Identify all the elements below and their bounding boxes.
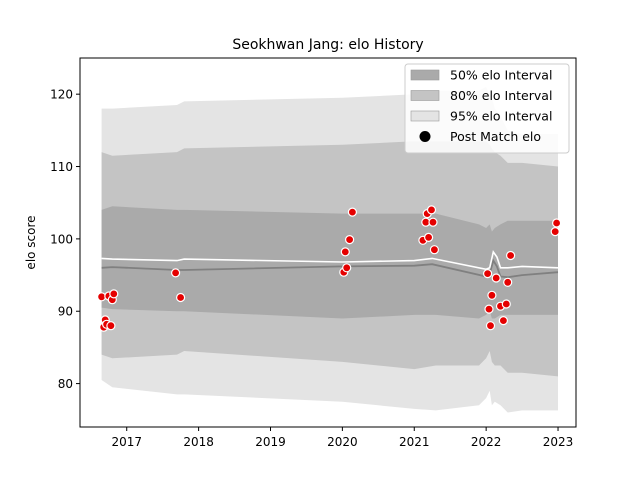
y-tick-label: 80 bbox=[58, 377, 73, 391]
post-match-elo-point bbox=[503, 277, 513, 287]
legend-swatch-50-elo-interval bbox=[410, 69, 440, 81]
legend-label-80-elo-interval: 80% elo Interval bbox=[450, 88, 552, 103]
post-match-elo-point bbox=[551, 218, 562, 228]
post-match-elo-point bbox=[345, 235, 355, 245]
post-match-elo-point bbox=[347, 207, 357, 217]
post-match-elo-point bbox=[426, 205, 437, 215]
post-match-elo-point bbox=[483, 269, 493, 279]
x-tick-label: 2023 bbox=[543, 435, 574, 449]
x-tick-label: 2022 bbox=[471, 435, 502, 449]
legend-box bbox=[404, 63, 570, 154]
x-tick-label: 2019 bbox=[255, 435, 286, 449]
post-match-elo-point bbox=[498, 316, 508, 326]
post-match-elo-point bbox=[484, 304, 494, 314]
y-axis-label: elo score bbox=[24, 215, 38, 269]
y-tick-label: 100 bbox=[50, 232, 73, 246]
post-match-elo-point bbox=[340, 247, 350, 257]
legend-swatch-95-elo-interval bbox=[410, 110, 440, 122]
post-match-elo-point bbox=[487, 290, 497, 300]
x-axis: 2017 2018 2019 2020 2021 2022 2023 bbox=[111, 427, 573, 449]
y-tick-label: 120 bbox=[50, 88, 73, 102]
post-match-elo-point bbox=[429, 245, 439, 255]
x-tick-label: 2017 bbox=[111, 435, 142, 449]
plot-area bbox=[96, 86, 562, 413]
legend-label-post-match-elo: Post Match elo bbox=[450, 129, 541, 144]
legend-swatch-80-elo-interval bbox=[410, 90, 440, 101]
post-match-elo-point bbox=[342, 263, 352, 273]
post-match-elo-point bbox=[109, 289, 119, 299]
x-tick-label: 2021 bbox=[399, 435, 430, 449]
x-tick-label: 2018 bbox=[183, 435, 214, 449]
legend-label-50-elo-interval: 50% elo Interval bbox=[450, 68, 552, 83]
y-tick-label: 90 bbox=[58, 305, 73, 319]
y-axis: 80 90 100 110 120 bbox=[50, 88, 80, 391]
legend-marker-post-match-elo bbox=[419, 131, 431, 142]
legend: 50% elo Interval 80% elo Interval 95% elo … bbox=[404, 63, 570, 154]
post-match-elo-point bbox=[171, 268, 181, 278]
post-match-elo-point bbox=[491, 273, 501, 283]
post-match-elo-point bbox=[106, 321, 116, 331]
post-match-elo-point bbox=[550, 227, 560, 237]
post-match-elo-point bbox=[501, 299, 511, 309]
post-match-elo-point bbox=[176, 292, 186, 303]
post-match-elo-point bbox=[485, 321, 496, 331]
chart-title: Seokhwan Jang: elo History bbox=[232, 37, 423, 53]
plot-frame bbox=[79, 57, 577, 428]
post-match-elo-point bbox=[424, 232, 434, 242]
x-tick-label: 2020 bbox=[327, 435, 358, 449]
y-tick-label: 110 bbox=[50, 160, 73, 174]
post-match-elo-point bbox=[428, 217, 438, 227]
post-match-elo-point bbox=[506, 250, 516, 261]
legend-label-95-elo-interval: 95% elo Interval bbox=[450, 109, 552, 124]
